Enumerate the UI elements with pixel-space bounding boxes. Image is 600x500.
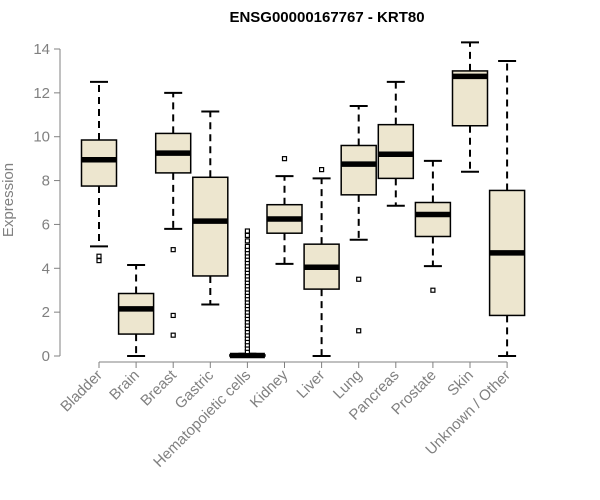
box-iqr (80, 139, 118, 187)
outlier-point (244, 238, 250, 244)
box-group (414, 159, 452, 293)
chart-title: ENSG00000167767 - KRT80 (229, 9, 424, 26)
box-iqr (117, 292, 155, 335)
box-iqr (340, 144, 377, 196)
box-iqr (451, 70, 489, 127)
box-group (266, 156, 303, 265)
y-tick-label: 4 (42, 260, 50, 277)
box-group (488, 60, 526, 357)
box-group (451, 41, 489, 173)
outlier-point (244, 232, 250, 238)
box-group (117, 263, 155, 357)
outlier-point (244, 243, 250, 249)
outlier-point (244, 228, 250, 234)
box-group (229, 228, 266, 359)
box-group (340, 105, 377, 334)
outlier-point (96, 253, 102, 259)
outlier-point (356, 328, 362, 334)
y-tick-label: 0 (42, 348, 50, 365)
y-tick-label: 12 (33, 85, 50, 102)
outlier-point (170, 312, 176, 319)
y-tick-label: 6 (42, 216, 50, 233)
box-group (192, 110, 229, 306)
box-group (80, 80, 118, 264)
outlier-point (319, 167, 325, 173)
box-group (154, 91, 192, 338)
box-iqr (192, 176, 229, 277)
y-axis-label: Expression (0, 163, 17, 237)
x-tick-label: Bladder (57, 367, 106, 416)
boxes (80, 41, 526, 359)
box-group (303, 167, 340, 357)
y-tick-label: 14 (33, 41, 50, 58)
outlier-point (356, 276, 362, 282)
x-tick-label: Skin (444, 367, 477, 400)
y-tick-label: 2 (42, 304, 50, 321)
outlier-point (170, 332, 176, 338)
outlier-point (430, 287, 436, 293)
outlier-point (281, 156, 288, 162)
outlier-point (96, 258, 102, 264)
outlier-point (170, 247, 176, 253)
x-tick-label: Kidney (247, 366, 292, 411)
box-iqr (414, 201, 452, 238)
x-tick-label: Liver (293, 367, 328, 402)
y-tick-label: 8 (42, 173, 50, 190)
box-group (377, 80, 415, 207)
y-tick-label: 10 (33, 129, 50, 146)
